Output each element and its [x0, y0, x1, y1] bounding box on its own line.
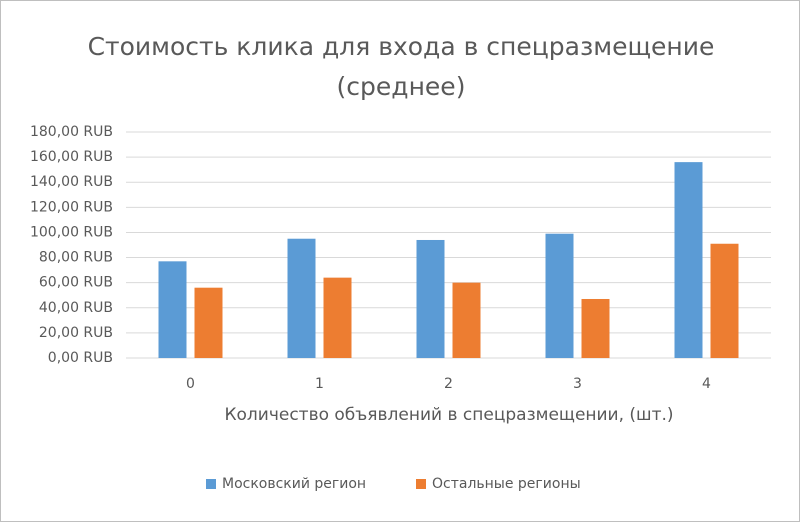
- y-tick-label: 60,00 RUB: [39, 275, 113, 291]
- legend-swatch: [416, 479, 426, 489]
- bar: [416, 239, 445, 358]
- y-tick-label: 120,00 RUB: [30, 199, 113, 215]
- y-tick-label: 160,00 RUB: [30, 149, 113, 165]
- bar: [581, 298, 610, 358]
- bar: [158, 261, 187, 358]
- bar: [710, 243, 739, 358]
- bar: [545, 233, 574, 358]
- y-tick-label: 20,00 RUB: [39, 325, 113, 341]
- x-tick-label: 1: [315, 376, 324, 392]
- legend-label: Московский регион: [222, 476, 366, 492]
- x-axis-label: Количество объявлений в спецразмещении, …: [224, 405, 673, 425]
- x-tick-label: 2: [444, 376, 453, 392]
- y-tick-label: 80,00 RUB: [39, 250, 113, 266]
- bar: [287, 238, 316, 358]
- x-tick-label: 0: [186, 376, 195, 392]
- chart-title: Стоимость клика для входа в спецразмещен…: [87, 32, 715, 101]
- y-tick-label: 180,00 RUB: [30, 124, 113, 140]
- legend-swatch: [206, 479, 216, 489]
- y-tick-label: 40,00 RUB: [39, 300, 113, 316]
- y-tick-label: 140,00 RUB: [30, 174, 113, 190]
- bar: [452, 282, 481, 358]
- bar: [323, 277, 352, 358]
- legend-label: Остальные регионы: [432, 476, 581, 492]
- y-tick-label: 0,00 RUB: [48, 350, 113, 366]
- bar: [194, 287, 223, 358]
- x-tick-label: 4: [702, 376, 711, 392]
- y-tick-label: 100,00 RUB: [30, 224, 113, 240]
- bar: [674, 162, 703, 358]
- x-tick-label: 3: [573, 376, 582, 392]
